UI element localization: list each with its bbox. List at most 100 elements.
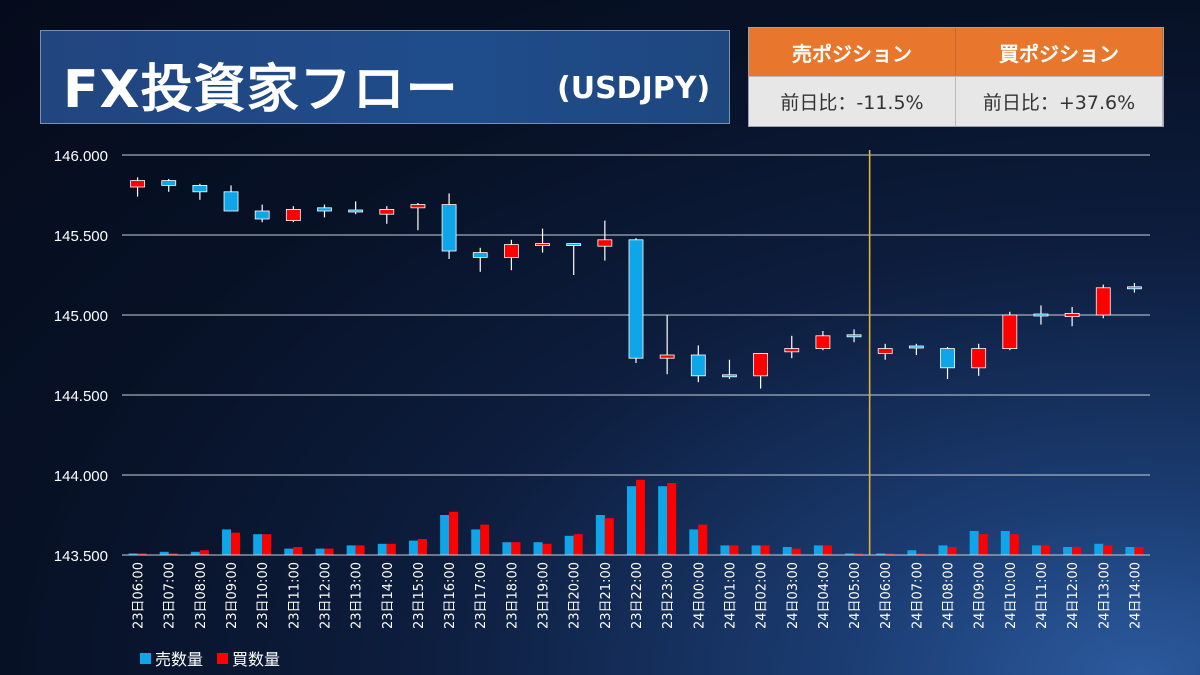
buy-volume-bar (480, 524, 490, 555)
buy-volume-bar (137, 553, 147, 555)
x-tick-label: 23日20:00 (568, 562, 583, 629)
x-tick-label: 23日12:00 (318, 562, 333, 629)
buy-volume-bar (791, 548, 801, 555)
x-tick-label: 23日18:00 (505, 562, 520, 629)
sell-volume-bar (969, 531, 979, 555)
candle-body (285, 208, 301, 221)
candle-body (1002, 314, 1018, 349)
buy-position-change: 前日比：+37.6% (956, 76, 1163, 126)
buy-volume-bar (760, 545, 770, 555)
y-tick-label: 145.000 (54, 308, 108, 325)
buy-volume-bar (667, 483, 677, 555)
x-tick-label: 24日07:00 (910, 562, 925, 629)
candle-body (846, 334, 862, 338)
x-tick-label: 23日23:00 (661, 562, 676, 629)
candle-body (1127, 286, 1142, 290)
sell-volume-bar (408, 540, 418, 555)
candle-body (722, 374, 737, 378)
buy-volume-bar (355, 545, 365, 555)
sell-position-change: 前日比：-11.5% (749, 76, 956, 126)
candle-body (192, 184, 208, 193)
sell-volume-bar (502, 542, 512, 555)
buy-volume-bar (822, 545, 832, 555)
buy-volume-bar (1103, 545, 1113, 555)
sell-volume-bar (907, 550, 917, 555)
x-tick-label: 24日14:00 (1128, 562, 1143, 629)
sell-volume-bar (1000, 531, 1010, 555)
y-tick-label: 144.000 (54, 468, 108, 485)
buy-volume-bar (636, 479, 645, 555)
buy-volume-bar (231, 532, 241, 555)
candle-body (690, 354, 706, 377)
x-tick-label: 23日16:00 (443, 562, 458, 629)
buy-volume-bar (1040, 545, 1050, 555)
candle-body (1095, 287, 1111, 316)
candle-body (317, 207, 332, 212)
buy-volume-bar (262, 534, 272, 555)
legend-label-buy: 買数量 (232, 650, 281, 669)
x-tick-label: 24日01:00 (723, 562, 738, 629)
x-tick-label: 24日05:00 (848, 562, 863, 629)
x-tick-label: 23日06:00 (132, 562, 147, 629)
sell-volume-bar (1094, 543, 1104, 555)
buy-volume-bar (978, 534, 988, 555)
sell-volume-bar (440, 515, 450, 555)
buy-volume-bar (511, 542, 521, 555)
x-tick-label: 24日04:00 (817, 562, 832, 629)
buy-volume-bar (698, 524, 708, 555)
y-tick-label: 143.500 (54, 548, 108, 565)
candle-body (784, 348, 800, 353)
y-tick-label: 144.500 (54, 388, 108, 405)
candle-body (566, 243, 582, 247)
legend: 売数量 買数量 (140, 646, 280, 670)
buy-volume-bar (417, 539, 427, 555)
candle-body (441, 204, 457, 252)
buy-volume-bar (916, 553, 926, 555)
x-tick-label: 23日14:00 (381, 562, 396, 629)
y-tick-label: 145.500 (54, 228, 108, 245)
x-tick-label: 24日00:00 (692, 562, 707, 629)
candle-body (628, 239, 644, 359)
x-tick-label: 23日07:00 (163, 562, 178, 629)
buy-volume-bar (1009, 534, 1019, 555)
sell-volume-bar (1063, 547, 1073, 555)
x-tick-label: 23日17:00 (474, 562, 489, 629)
sell-volume-bar (689, 529, 699, 555)
position-table: 売ポジション 買ポジション 前日比：-11.5% 前日比：+37.6% (748, 27, 1164, 127)
candle-body (597, 239, 613, 247)
candle-body (1033, 313, 1049, 317)
sell-volume-bar (564, 535, 574, 555)
buy-volume-bar (729, 545, 739, 555)
sell-volume-bar (658, 486, 668, 555)
candle-body (971, 348, 987, 369)
candle-body (472, 252, 488, 258)
candle-body (379, 208, 395, 215)
x-tick-label: 24日10:00 (1004, 562, 1019, 629)
sell-volume-bar (751, 545, 761, 555)
sell-volume-bar (377, 543, 387, 555)
x-tick-label: 24日03:00 (786, 562, 801, 629)
x-tick-label: 23日19:00 (537, 562, 552, 629)
x-tick-label: 24日08:00 (942, 562, 957, 629)
y-tick-label: 146.000 (54, 148, 108, 165)
sell-volume-bar (1031, 545, 1041, 555)
sell-position-header: 売ポジション (749, 28, 956, 76)
sell-volume-bar (315, 548, 325, 555)
sell-volume-bar (128, 553, 138, 555)
buy-volume-bar (604, 518, 614, 555)
x-tick-label: 24日13:00 (1097, 562, 1112, 629)
sell-volume-bar (471, 529, 481, 555)
candle-body (161, 180, 177, 186)
sell-volume-bar (190, 551, 200, 555)
candle-body (659, 354, 675, 359)
sell-volume-bar (253, 534, 263, 555)
sell-volume-bar (782, 547, 792, 555)
buy-position-header: 買ポジション (956, 28, 1163, 76)
candle-body (223, 191, 239, 212)
legend-swatch-sell (140, 652, 151, 664)
sell-volume-bar (284, 548, 294, 555)
buy-volume-bar (573, 534, 583, 555)
candle-body (753, 352, 769, 377)
sell-volume-bar (876, 553, 886, 555)
buy-volume-bar (1134, 547, 1144, 555)
